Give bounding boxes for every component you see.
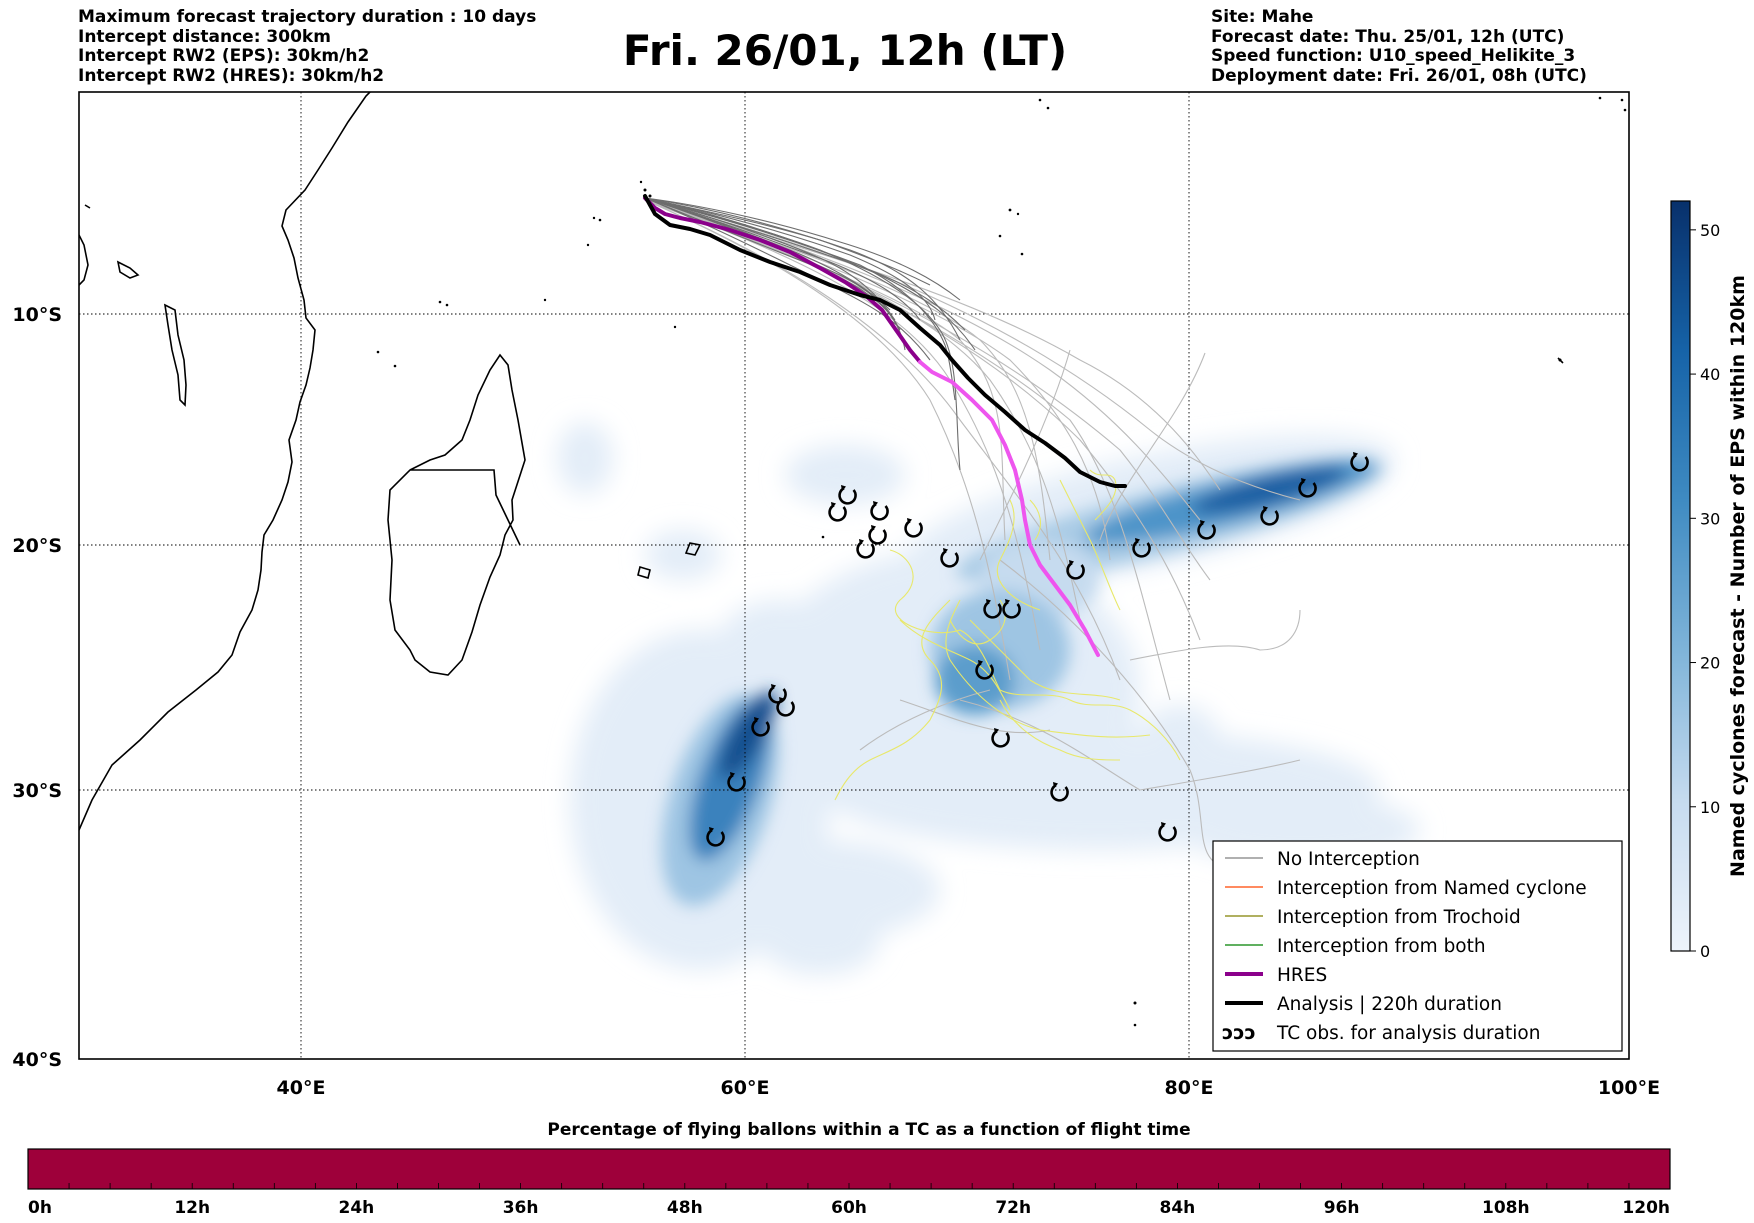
flight-time-bar-title: Percentage of flying ballons within a TC…	[547, 1120, 1190, 1140]
colorbar-tick-label: 10	[1700, 798, 1720, 817]
colorbar-tick-label: 40	[1700, 365, 1720, 384]
lon-label-40e: 40°E	[277, 1077, 326, 1099]
small-islands	[376, 96, 1627, 1027]
header-left-line: Intercept distance: 300km	[78, 26, 331, 47]
lat-label-10s: 10°S	[12, 304, 62, 326]
analysis-trajectory	[643, 194, 1127, 488]
trochoid-trajectories	[834, 469, 1181, 801]
legend-label-named-cyclone: Interception from Named cyclone	[1277, 878, 1587, 899]
legend-label-hres: HRES	[1277, 965, 1327, 986]
header-right-line: Forecast date: Thu. 25/01, 12h (UTC)	[1211, 26, 1565, 47]
colorbar-label: Named cyclones forecast - Number of EPS …	[1727, 275, 1749, 877]
lon-label-100e: 100°E	[1598, 1077, 1660, 1099]
page-title: Fri. 26/01, 12h (LT)	[622, 26, 1068, 75]
colorbar-tick-label: 50	[1700, 221, 1720, 240]
map-frame	[78, 91, 1630, 1060]
legend-label-both: Interception from both	[1277, 936, 1486, 957]
flight-time-tick-label: 12h	[174, 1198, 210, 1218]
flight-time-tick-label: 84h	[1160, 1198, 1196, 1218]
density-colorbar: 0 10 20 30 40 50 Named cyclones forecast - Nu…	[1670, 200, 1749, 961]
lat-label-20s: 20°S	[12, 535, 62, 557]
header-left-line: Intercept RW2 (HRES): 30km/h2	[78, 65, 385, 86]
header-left-line: Intercept RW2 (EPS): 30km/h2	[78, 46, 370, 66]
legend-box	[1212, 840, 1623, 1052]
lon-label-60e: 60°E	[721, 1077, 770, 1099]
latitude-labels: 10°S 20°S 30°S 40°S	[12, 304, 62, 1071]
flight-time-tick-label: 36h	[503, 1198, 539, 1218]
header-info-right: Site: Mahe Forecast date: Thu. 25/01, 12…	[1211, 7, 1587, 86]
legend-label-trochoid: Interception from Trochoid	[1277, 907, 1521, 928]
colorbar-ticks: 0 10 20 30 40 50	[1690, 221, 1720, 961]
lon-label-80e: 80°E	[1165, 1077, 1214, 1099]
flight-time-tick-label: 108h	[1482, 1198, 1530, 1218]
flight-time-tick-label: 72h	[995, 1198, 1031, 1218]
flight-time-tick-label: 60h	[831, 1198, 867, 1218]
flight-time-tick-label: 24h	[339, 1198, 375, 1218]
map-legend: No Interception Interception from Named …	[1212, 840, 1623, 1052]
coastlines	[79, 92, 1564, 831]
hres-trajectory	[643, 196, 1100, 657]
header-right-line: Speed function: U10_speed_Helikite_3	[1211, 46, 1576, 66]
header-info-left: Maximum forecast trajectory duration : 1…	[78, 7, 537, 86]
longitude-labels: 40°E 60°E 80°E 100°E	[277, 1077, 1661, 1099]
cyclone-density-field	[557, 422, 1420, 975]
flight-time-tick-label: 48h	[667, 1198, 703, 1218]
legend-label-tc-obs: TC obs. for analysis duration	[1276, 1023, 1540, 1044]
header-right-line: Site: Mahe	[1211, 7, 1314, 27]
header-left-line: Maximum forecast trajectory duration : 1…	[78, 7, 537, 27]
flight-time-tick-label: 120h	[1622, 1198, 1670, 1218]
flight-time-tick-label: 96h	[1324, 1198, 1360, 1218]
lat-label-30s: 30°S	[12, 780, 62, 802]
flight-time-ticks: 0h 12h 24h 36h 48h 60h 72h 84h 96h 108h 120h	[27, 1183, 1671, 1218]
flight-time-bar: Percentage of flying ballons within a TC…	[27, 1120, 1671, 1218]
colorbar-tick-label: 30	[1700, 509, 1720, 528]
colorbar-gradient	[1670, 200, 1691, 952]
colorbar-tick-label: 20	[1700, 654, 1720, 673]
legend-label-analysis: Analysis | 220h duration	[1277, 994, 1502, 1015]
legend-tc-symbol-icon: ↄↄↄ	[1222, 1022, 1256, 1044]
flight-time-tick-label: 0h	[28, 1198, 52, 1218]
lat-label-40s: 40°S	[12, 1049, 62, 1071]
legend-label-no-interception: No Interception	[1277, 849, 1420, 870]
colorbar-tick-label: 0	[1700, 942, 1710, 961]
flight-time-bar-fill	[27, 1148, 1671, 1190]
header-right-line: Deployment date: Fri. 26/01, 08h (UTC)	[1211, 65, 1587, 86]
